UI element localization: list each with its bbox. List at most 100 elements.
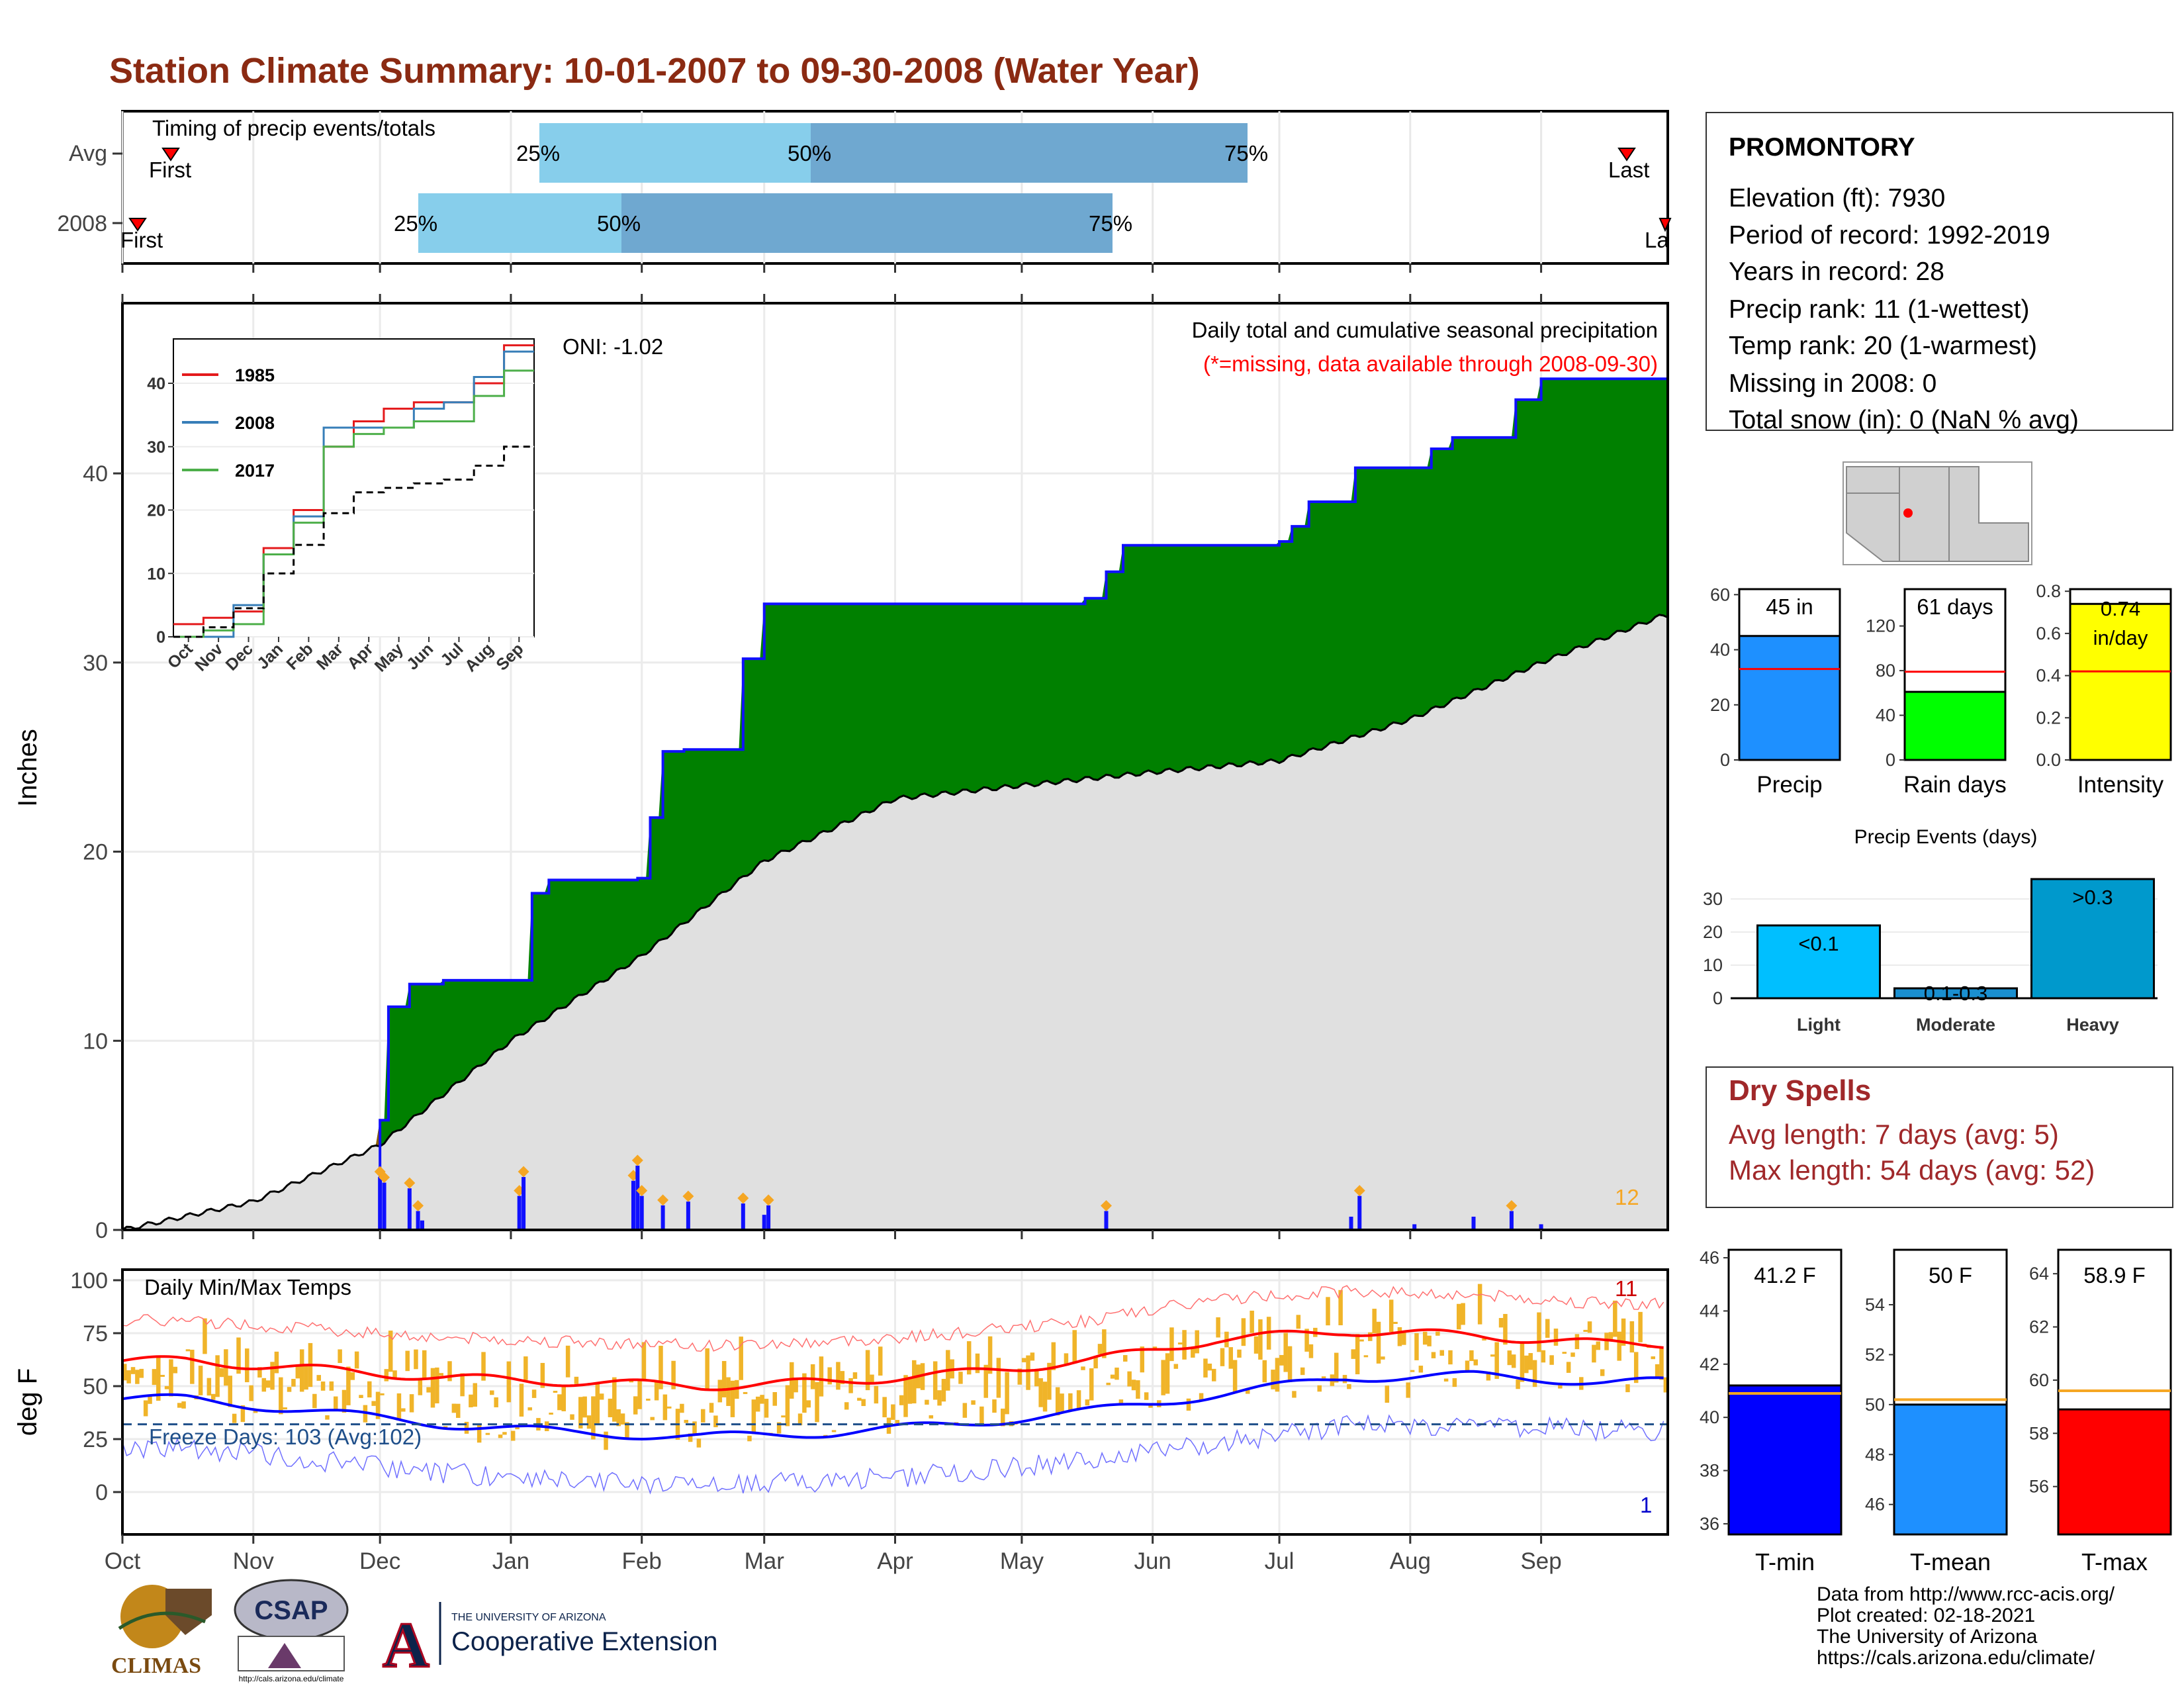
temp-daily-range-bar (1042, 1382, 1048, 1412)
temp-daily-range-bar (688, 1433, 693, 1442)
temp-daily-range-bar (152, 1369, 157, 1385)
temp-daily-range-bar (1123, 1355, 1128, 1362)
temp-daily-range-bar (531, 1389, 537, 1398)
temp-daily-range-bar (1448, 1350, 1453, 1365)
temp-daily-range-bar (933, 1361, 938, 1400)
temp-daily-range-bar (1574, 1334, 1580, 1350)
temp-daily-range-bar (840, 1371, 845, 1384)
temp-daily-range-bar (1638, 1311, 1643, 1342)
timing-2008-bar-50-75 (621, 193, 1113, 253)
temp-daily-range-bar (371, 1401, 376, 1406)
temp-daily-range-bar (1422, 1331, 1428, 1345)
timing-avg-last-marker (1617, 148, 1636, 162)
temp-y-axis: 0 25 50 75 100 (70, 1268, 122, 1505)
temp-daily-range-bar (570, 1414, 574, 1420)
precip-events-tick-label: 30 (1703, 889, 1723, 909)
temp-daily-range-bar (1465, 1360, 1470, 1372)
precip-daily-bar (766, 1205, 771, 1230)
temp-daily-range-bar (510, 1430, 516, 1441)
temp-daily-range-bar (1473, 1359, 1479, 1366)
temp-bar-value-label: 41.2 F (1754, 1263, 1816, 1288)
summary-bar-value (1903, 690, 2007, 761)
temp-x-tick-label: Jun (1134, 1548, 1171, 1574)
temp-daily-range-bar (616, 1409, 621, 1427)
temp-daily-range-bar (987, 1336, 993, 1374)
temp-daily-range-bar (122, 1364, 127, 1381)
temp-daily-range-bar (591, 1396, 596, 1440)
temp-daily-range-bar (1085, 1399, 1090, 1406)
temp-daily-range-bar (1490, 1354, 1495, 1357)
summary-bar-label: Rain days (1903, 772, 2007, 798)
ua-logo-small: THE UNIVERSITY OF ARIZONA (451, 1612, 606, 1623)
temp-daily-range-bar (1596, 1341, 1601, 1350)
precip-event-marker (379, 1172, 390, 1184)
temp-daily-range-bar (430, 1368, 435, 1408)
temp-daily-range-bar (802, 1373, 807, 1413)
temp-daily-range-bar (1317, 1385, 1322, 1392)
temp-daily-range-bar (1173, 1364, 1179, 1369)
temp-daily-range-bar (1030, 1352, 1035, 1361)
summary-bar-tick-label: 0.8 (2036, 581, 2061, 601)
precip-daily-bar (1509, 1211, 1514, 1230)
temp-daily-range-bar (346, 1366, 351, 1405)
temp-daily-range-bar (1388, 1299, 1394, 1333)
temp-bar-tick-label: 54 (1865, 1295, 1885, 1315)
precip-daily-bar (1349, 1217, 1353, 1230)
precip-event-marker (1101, 1199, 1112, 1211)
precip-event-marker (737, 1192, 749, 1204)
temp-daily-range-bar (1279, 1354, 1284, 1366)
temp-daily-range-bar (1283, 1333, 1288, 1372)
temp-bar-tick-label: 40 (1700, 1407, 1719, 1427)
timing-row-avg: 25% 50% 75% First Last Avg (69, 123, 1649, 183)
temp-daily-range-bar (1520, 1342, 1525, 1382)
temp-daily-range-bar (1507, 1350, 1512, 1366)
climas-logo: CLIMAS (111, 1585, 212, 1678)
temp-y-tick-label: 50 (83, 1374, 108, 1399)
precip-daily-bar (382, 1182, 387, 1230)
temp-daily-range-bar (1106, 1382, 1111, 1385)
temp-daily-range-bar (907, 1376, 913, 1404)
temp-daily-range-bar (608, 1398, 613, 1417)
temp-daily-range-bar (367, 1381, 372, 1398)
temp-daily-range-bar (1592, 1344, 1596, 1363)
temp-daily-range-bar (1246, 1388, 1250, 1394)
temp-daily-range-bar (312, 1393, 317, 1409)
temp-daily-range-bar (1532, 1360, 1537, 1387)
temp-daily-range-bar (1524, 1355, 1529, 1374)
temp-daily-range-bar (874, 1385, 879, 1404)
precip-x-ticks (121, 294, 1543, 1239)
temp-daily-range-bar (1186, 1398, 1191, 1411)
temp-daily-range-bar (1494, 1342, 1499, 1380)
precip-daily-bar (660, 1205, 665, 1230)
temp-daily-range-bar (1005, 1372, 1009, 1415)
temp-daily-range-bar (1136, 1380, 1140, 1399)
temp-daily-range-bar (265, 1380, 271, 1388)
temp-daily-range-bar (473, 1383, 478, 1407)
precip-event-marker (1506, 1199, 1518, 1211)
temp-bar-tick-label: 60 (2029, 1370, 2049, 1390)
temp-daily-range-bar (287, 1387, 292, 1392)
temp-daily-range-bar (1081, 1366, 1085, 1370)
temp-daily-range-bar (139, 1368, 144, 1378)
summary-bar-tick-label: 20 (1710, 695, 1730, 715)
temp-daily-range-bar (1528, 1353, 1533, 1370)
temp-daily-range-bar (515, 1427, 520, 1430)
temp-daily-range-bar (295, 1366, 300, 1379)
timing-2008-p25: 25% (394, 211, 437, 236)
temp-daily-range-bar (439, 1373, 443, 1376)
temp-daily-range-bar (666, 1406, 672, 1409)
temp-daily-range-bar (177, 1403, 182, 1408)
temp-daily-range-bar (1406, 1382, 1410, 1398)
temp-daily-range-bar (490, 1390, 494, 1395)
temp-daily-range-bar (1452, 1378, 1457, 1387)
timing-2008-p50: 50% (597, 211, 641, 236)
temp-daily-range-bar (865, 1350, 870, 1391)
temp-daily-range-bar (316, 1375, 321, 1381)
precip-daily-bar (1471, 1217, 1476, 1230)
temp-bar-tick-label: 52 (1865, 1344, 1885, 1364)
temp-daily-range-bar (333, 1396, 338, 1411)
temp-daily-range-bar (1072, 1330, 1077, 1362)
temp-bar-tick-label: 58 (2029, 1423, 2049, 1443)
precip-event-marker (657, 1194, 669, 1206)
